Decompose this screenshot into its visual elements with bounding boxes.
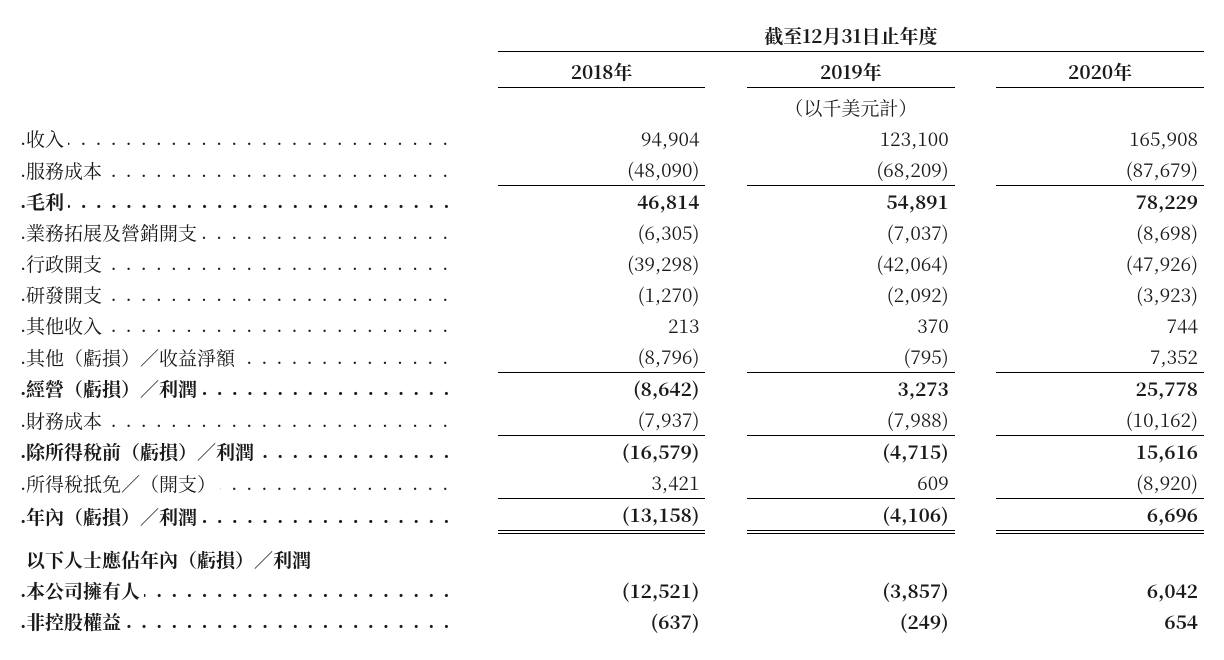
cell-value: (4,715) — [747, 436, 955, 468]
col-year-1: 2019年 — [747, 56, 955, 88]
cell-value: 609 — [747, 467, 955, 499]
cell-value: (12,521) — [498, 575, 706, 606]
row-label: 除所得稅前（虧損）／利潤 — [20, 436, 456, 468]
cell-value: 54,891 — [747, 186, 955, 218]
cell-value: (1,270) — [498, 279, 706, 310]
cell-value: (3,923) — [996, 279, 1204, 310]
cell-value: (3,857) — [747, 575, 955, 606]
cell-value: 370 — [747, 310, 955, 341]
period-header-row: 截至12月31日止年度 — [20, 20, 1204, 52]
cell-value: (8,698) — [996, 217, 1204, 248]
table-row: 年內（虧損）／利潤 (13,158) (4,106) 6,696 — [20, 499, 1204, 533]
cell-value: 123,100 — [747, 123, 955, 154]
cell-value: (7,988) — [747, 404, 955, 436]
cell-value: (249) — [747, 606, 955, 637]
cell-value: (48,090) — [498, 154, 706, 186]
cell-value: (4,106) — [747, 499, 955, 533]
unit-row: （以千美元計） — [20, 92, 1204, 123]
row-label: 其他收入 — [20, 310, 456, 341]
col-year-0: 2018年 — [498, 56, 706, 88]
cell-value: 213 — [498, 310, 706, 341]
cell-value: (637) — [498, 606, 706, 637]
row-label: 毛利 — [20, 186, 456, 218]
row-label: 收入 — [20, 123, 456, 154]
table-row: 毛利 46,814 54,891 78,229 — [20, 186, 1204, 218]
table-row: 其他（虧損）／收益淨額 (8,796) (795) 7,352 — [20, 341, 1204, 373]
cell-value: 3,421 — [498, 467, 706, 499]
table-row: 服務成本 (48,090) (68,209) (87,679) — [20, 154, 1204, 186]
unit-note: （以千美元計） — [498, 92, 1204, 123]
table-row: 其他收入 213 370 744 — [20, 310, 1204, 341]
cell-value: 6,042 — [996, 575, 1204, 606]
row-label: 服務成本 — [20, 154, 456, 186]
cell-value: 6,696 — [996, 499, 1204, 533]
cell-value: (13,158) — [498, 499, 706, 533]
cell-value: (6,305) — [498, 217, 706, 248]
row-label: 研發開支 — [20, 279, 456, 310]
row-label: 經營（虧損）／利潤 — [20, 373, 456, 405]
cell-value: 165,908 — [996, 123, 1204, 154]
row-label: 行政開支 — [20, 248, 456, 279]
cell-value: 3,273 — [747, 373, 955, 405]
cell-value: 654 — [996, 606, 1204, 637]
cell-value: (8,796) — [498, 341, 706, 373]
cell-value: (42,064) — [747, 248, 955, 279]
cell-value: (39,298) — [498, 248, 706, 279]
cell-value: 46,814 — [498, 186, 706, 218]
cell-value: (2,092) — [747, 279, 955, 310]
table-row: 研發開支 (1,270) (2,092) (3,923) — [20, 279, 1204, 310]
table-row: 財務成本 (7,937) (7,988) (10,162) — [20, 404, 1204, 436]
row-label: 本公司擁有人 — [20, 575, 456, 606]
cell-value: (16,579) — [498, 436, 706, 468]
col-year-2: 2020年 — [996, 56, 1204, 88]
row-label: 非控股權益 — [20, 606, 456, 637]
cell-value: (47,926) — [996, 248, 1204, 279]
cell-value: 744 — [996, 310, 1204, 341]
cell-value: 78,229 — [996, 186, 1204, 218]
cell-value: (10,162) — [996, 404, 1204, 436]
row-label: 業務拓展及營銷開支 — [20, 217, 456, 248]
cell-value: 25,778 — [996, 373, 1204, 405]
table-row: 行政開支 (39,298) (42,064) (47,926) — [20, 248, 1204, 279]
cell-value: (68,209) — [747, 154, 955, 186]
cell-value: (8,920) — [996, 467, 1204, 499]
row-label: 年內（虧損）／利潤 — [20, 499, 456, 533]
cell-value: 7,352 — [996, 341, 1204, 373]
table-row: 所得稅抵免／（開支） 3,421 609 (8,920) — [20, 467, 1204, 499]
cell-value: 94,904 — [498, 123, 706, 154]
table-row: 業務拓展及營銷開支 (6,305) (7,037) (8,698) — [20, 217, 1204, 248]
cell-value: (795) — [747, 341, 955, 373]
attr-header-row: 以下人士應佔年內（虧損）／利潤 — [20, 532, 1204, 575]
row-label: 財務成本 — [20, 404, 456, 436]
cell-value: (8,642) — [498, 373, 706, 405]
cell-value: (7,037) — [747, 217, 955, 248]
table-row: 非控股權益 (637) (249) 654 — [20, 606, 1204, 637]
attr-header: 以下人士應佔年內（虧損）／利潤 — [20, 532, 456, 575]
year-header-row: 2018年 2019年 2020年 — [20, 56, 1204, 88]
period-title: 截至12月31日止年度 — [498, 20, 1204, 52]
table-row: 經營（虧損）／利潤 (8,642) 3,273 25,778 — [20, 373, 1204, 405]
income-statement-table: 截至12月31日止年度 2018年 2019年 2020年 （以千美元計） 收入… — [20, 20, 1204, 637]
table-row: 本公司擁有人 (12,521) (3,857) 6,042 — [20, 575, 1204, 606]
row-label: 所得稅抵免／（開支） — [20, 467, 456, 499]
row-label: 其他（虧損）／收益淨額 — [20, 341, 456, 373]
cell-value: (7,937) — [498, 404, 706, 436]
cell-value: (87,679) — [996, 154, 1204, 186]
table-row: 收入 94,904 123,100 165,908 — [20, 123, 1204, 154]
cell-value: 15,616 — [996, 436, 1204, 468]
table-row: 除所得稅前（虧損）／利潤 (16,579) (4,715) 15,616 — [20, 436, 1204, 468]
